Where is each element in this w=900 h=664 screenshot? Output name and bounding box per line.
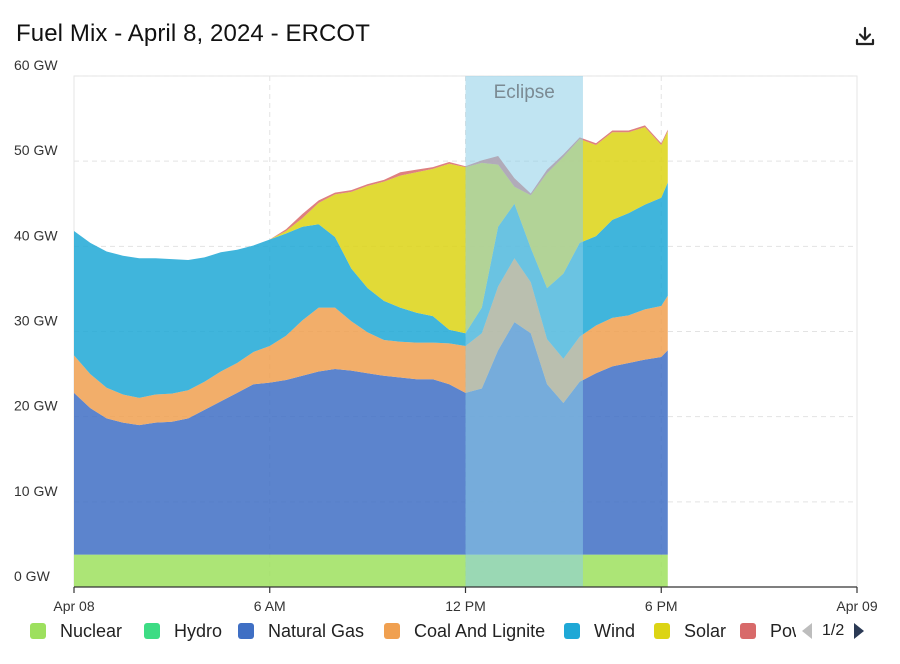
- legend-swatch: [238, 623, 254, 639]
- legend-items: Nuclear Hydro Natural Gas Coal And Lignite W…: [0, 618, 796, 648]
- legend-pager: 1/2: [798, 618, 868, 644]
- legend-page-indicator: 1/2: [822, 622, 845, 639]
- y-tick-label: 60 GW: [14, 57, 58, 73]
- legend-prev-button[interactable]: [798, 620, 816, 642]
- legend-item-solar[interactable]: Solar: [654, 618, 726, 644]
- legend-swatch: [654, 623, 670, 639]
- x-tick-label: 6 PM: [645, 598, 678, 614]
- legend-item-natural-gas[interactable]: Natural Gas: [238, 618, 364, 644]
- eclipse-band: [465, 76, 583, 587]
- legend-swatch: [740, 623, 756, 639]
- x-tick-label: 6 AM: [254, 598, 286, 614]
- x-tick-label: Apr 08: [53, 598, 94, 614]
- download-button[interactable]: [852, 24, 878, 50]
- download-icon: [855, 26, 875, 46]
- legend: Nuclear Hydro Natural Gas Coal And Lignite W…: [0, 618, 900, 648]
- y-tick-label: 0 GW: [14, 568, 51, 584]
- legend-label: Solar: [684, 620, 727, 641]
- legend-label: Wind: [594, 620, 636, 641]
- eclipse-label: Eclipse: [494, 82, 555, 103]
- legend-item-coal-and-lignite[interactable]: Coal And Lignite: [384, 618, 545, 644]
- legend-item-nuclear[interactable]: Nuclear: [30, 618, 122, 644]
- legend-label: Coal And Lignite: [414, 620, 546, 641]
- legend-item-wind[interactable]: Wind: [564, 618, 635, 644]
- legend-swatch: [144, 623, 160, 639]
- fuel-mix-chart: 0 GW 10 GW 20 GW 30 GW 40 GW 50 GW 60 GW Eclips…: [14, 57, 878, 614]
- x-tick-label: 12 PM: [445, 598, 485, 614]
- legend-label: Nuclear: [60, 620, 123, 641]
- legend-swatch: [384, 623, 400, 639]
- legend-swatch: [564, 623, 580, 639]
- chart-title: Fuel Mix - April 8, 2024 - ERCOT: [16, 20, 370, 47]
- legend-next-button[interactable]: [850, 620, 868, 642]
- y-tick-label: 50 GW: [14, 142, 58, 158]
- next-page-icon: [854, 623, 865, 639]
- y-tick-label: 40 GW: [14, 227, 58, 243]
- legend-label: Hydro: [174, 620, 223, 641]
- x-tick-label: Apr 09: [836, 598, 877, 614]
- series-area-solar: [74, 127, 668, 334]
- legend-label: Natural Gas: [268, 620, 365, 641]
- prev-page-icon: [802, 623, 812, 639]
- legend-item-power-storage[interactable]: Power Storage: [740, 618, 796, 644]
- legend-label: Power Storage: [770, 620, 796, 641]
- legend-item-hydro[interactable]: Hydro: [144, 618, 222, 644]
- y-tick-label: 10 GW: [14, 483, 58, 499]
- y-tick-label: 20 GW: [14, 398, 58, 414]
- legend-swatch: [30, 623, 46, 639]
- y-tick-label: 30 GW: [14, 313, 58, 329]
